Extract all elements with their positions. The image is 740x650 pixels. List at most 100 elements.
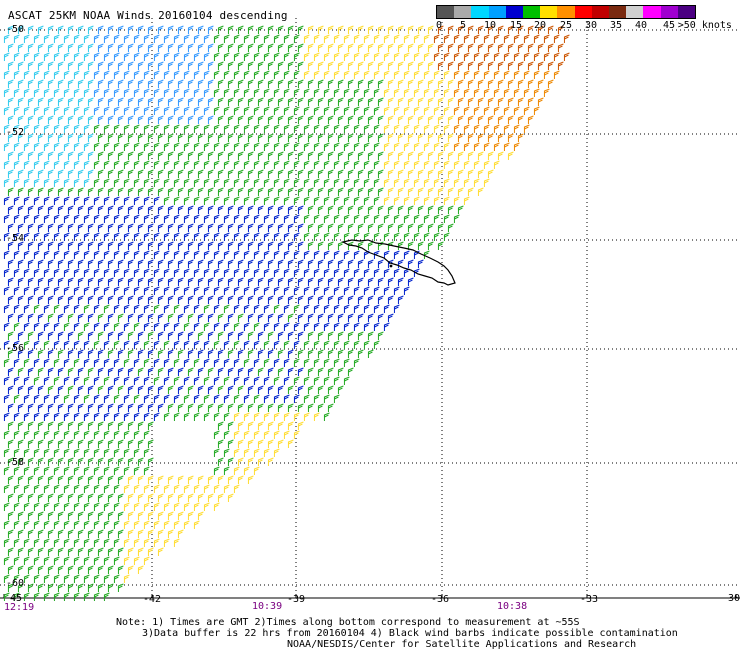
wind-barb — [157, 277, 164, 286]
wind-barb — [287, 79, 294, 88]
wind-barb — [23, 304, 30, 313]
legend-label: 45 — [662, 20, 676, 31]
wind-barb — [197, 511, 204, 520]
wind-barb — [167, 529, 174, 538]
wind-barb — [113, 34, 120, 43]
wind-barb — [13, 232, 20, 241]
wind-barb — [177, 259, 184, 268]
wind-barb — [23, 142, 30, 151]
wind-barb — [453, 196, 460, 205]
wind-barb — [47, 169, 54, 178]
wind-barb — [477, 133, 484, 142]
wind-barb — [103, 448, 110, 457]
wind-barb — [173, 34, 180, 43]
wind-barb — [13, 196, 20, 205]
wind-barb — [297, 151, 304, 160]
wind-barb — [47, 385, 54, 394]
wind-barb — [223, 448, 230, 457]
wind-barb — [367, 187, 374, 196]
wind-barb — [197, 97, 204, 106]
wind-barb — [143, 448, 150, 457]
wind-barb — [97, 385, 104, 394]
wind-barb — [23, 322, 30, 331]
wind-barb — [3, 394, 10, 403]
wind-barb — [347, 43, 354, 52]
wind-barb — [413, 178, 420, 187]
wind-barb — [137, 43, 144, 52]
wind-barb — [127, 547, 134, 556]
wind-barb — [277, 61, 284, 70]
wind-barb — [17, 187, 24, 196]
wind-barb — [103, 466, 110, 475]
wind-barb — [207, 493, 214, 502]
wind-barb — [97, 367, 104, 376]
lon-label-36: -36 — [431, 594, 450, 605]
wind-barb — [527, 43, 534, 52]
wind-barb — [97, 439, 104, 448]
wind-barb — [7, 169, 14, 178]
wind-barb — [163, 358, 170, 367]
wind-barb — [363, 232, 370, 241]
wind-barb — [357, 151, 364, 160]
wind-barb — [283, 286, 290, 295]
wind-barb — [233, 268, 240, 277]
wind-barb — [17, 115, 24, 124]
wind-barb — [213, 214, 220, 223]
wind-barb — [187, 205, 194, 214]
wind-barb — [13, 268, 20, 277]
wind-barb — [413, 34, 420, 43]
wind-barb — [163, 394, 170, 403]
wind-barb — [133, 178, 140, 187]
wind-barb — [317, 223, 324, 232]
wind-barb — [133, 502, 140, 511]
wind-barb — [63, 520, 70, 529]
wind-barb — [383, 160, 390, 169]
wind-barb — [323, 322, 330, 331]
wind-barb — [53, 574, 60, 583]
wind-barb — [107, 439, 114, 448]
wind-barb — [33, 142, 40, 151]
wind-barb — [97, 187, 104, 196]
wind-barb — [383, 70, 390, 79]
wind-barb — [267, 151, 274, 160]
wind-barb — [157, 511, 164, 520]
wind-barb — [157, 169, 164, 178]
legend-labels: 0 5 10 15 20 25 30 35 40 45 >50 knots — [436, 19, 732, 31]
wind-barb — [457, 133, 464, 142]
wind-barb — [473, 178, 480, 187]
wind-barb — [437, 43, 444, 52]
wind-barb — [57, 79, 64, 88]
wind-barb — [247, 133, 254, 142]
wind-barb — [107, 421, 114, 430]
wind-barb — [433, 214, 440, 223]
wind-barb — [293, 160, 300, 169]
wind-barb — [83, 250, 90, 259]
wind-barb — [63, 502, 70, 511]
wind-barb — [363, 106, 370, 115]
wind-barb — [307, 97, 314, 106]
wind-barb — [73, 376, 80, 385]
wind-barb — [213, 250, 220, 259]
wind-barb — [183, 412, 190, 421]
wind-barb — [183, 70, 190, 79]
wind-barb — [243, 214, 250, 223]
wind-barb — [347, 169, 354, 178]
wind-barb — [137, 457, 144, 466]
wind-barb — [123, 142, 130, 151]
wind-barb — [253, 358, 260, 367]
wind-barb — [173, 538, 180, 547]
wind-barb — [37, 421, 44, 430]
wind-barb — [453, 34, 460, 43]
wind-barb — [397, 79, 404, 88]
wind-barb — [163, 484, 170, 493]
wind-barb — [473, 34, 480, 43]
wind-barb — [327, 313, 334, 322]
wind-barb — [157, 367, 164, 376]
wind-barb — [217, 205, 224, 214]
wind-barb — [317, 133, 324, 142]
wind-barb — [303, 394, 310, 403]
wind-barb — [537, 79, 544, 88]
wind-barb — [243, 304, 250, 313]
wind-barb — [417, 187, 424, 196]
wind-barb — [363, 304, 370, 313]
